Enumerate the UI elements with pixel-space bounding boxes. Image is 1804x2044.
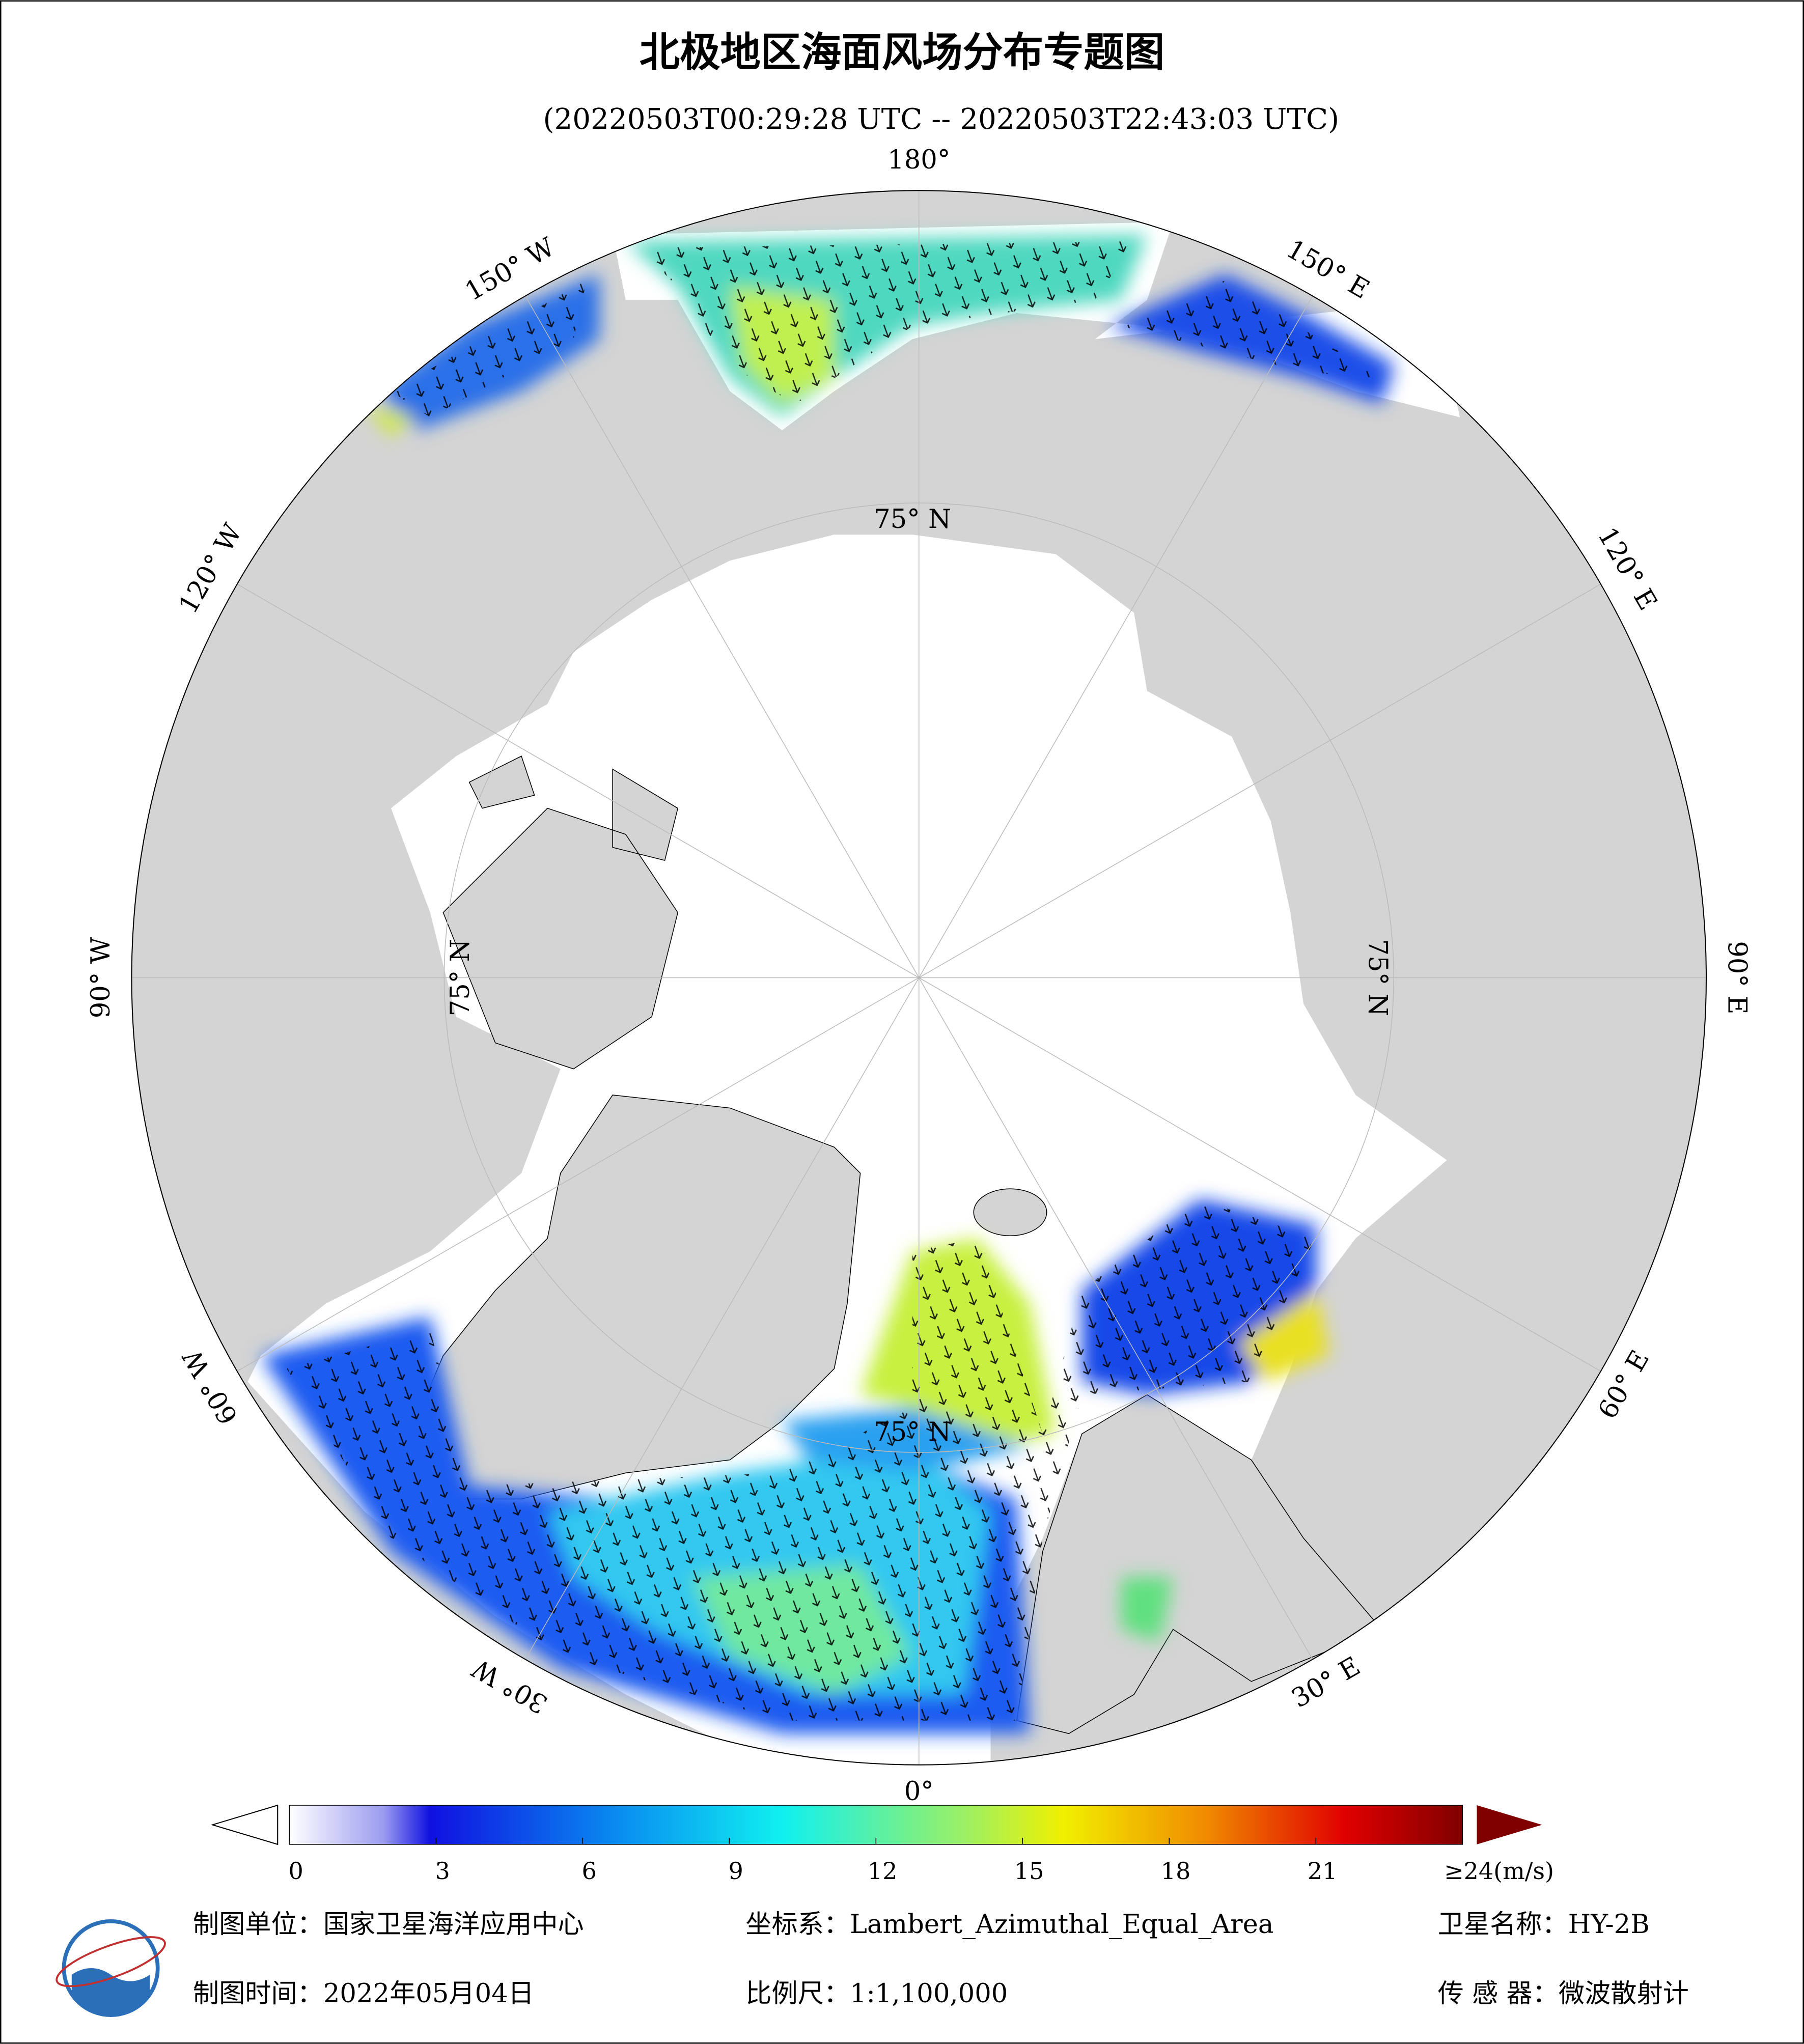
colorbar-label: 21 [1308,1857,1338,1885]
meridian [919,296,1313,978]
meridian-label: 180° [887,145,950,175]
title: 北极地区海面风场分布专题图 [640,29,1164,76]
meridian [919,583,1601,978]
parallel-label: 75° N [1362,939,1393,1017]
producer: 制图单位：国家卫星海洋应用中心 [193,1909,584,1940]
greenland [403,1095,861,1500]
map [131,190,1707,1765]
meridian [237,977,920,1372]
graticule: 75° N 75° N 75° N 75° N [131,190,1707,1765]
colorbar-label: 6 [581,1857,596,1885]
colorbar-under [210,1804,279,1845]
sensor: 传 感 器：微波散射计 [1438,1978,1689,2009]
colorbar-label: 0 [288,1857,303,1885]
date: 制图时间：2022年05月04日 [193,1978,534,2009]
projection: 坐标系：Lambert_Azimuthal_Equal_Area [745,1909,1273,1940]
logo [55,1919,166,2018]
parallel-label: 75° N [445,939,476,1017]
colorbar-label: 18 [1161,1857,1191,1885]
subtitle: (20220503T00:29:28 UTC -- 20220503T22:43… [543,103,1340,136]
meridian [525,296,920,978]
colorbar-label: 12 [868,1857,898,1885]
colorbar-label: ≥24(m/s) [1444,1857,1554,1885]
colorbar-label: 9 [728,1857,743,1885]
colorbar-over [1477,1805,1542,1844]
wind-arrows [287,241,1382,1721]
parallel-label: 75° N [874,504,951,535]
scandinavia [1016,1394,1382,1734]
parallel [443,502,1395,1453]
map-border [131,190,1707,1766]
parallel-label: 75° N [874,1417,951,1447]
meridian-label: 90° E [1722,941,1752,1014]
meridian-label: 90° W [86,937,116,1018]
svalbard [973,1188,1047,1237]
meridian [237,583,920,978]
colorbar-label: 3 [435,1857,450,1885]
scale: 比例尺：1:1,100,000 [745,1978,1008,2009]
meridian [525,977,920,1660]
meridian [919,977,1313,1660]
archipelago [442,755,679,1070]
meridian-label: 0° [904,1776,934,1807]
meridian [919,977,1601,1372]
colorbar-label: 15 [1014,1857,1044,1885]
satellite: 卫星名称：HY-2B [1438,1909,1650,1940]
